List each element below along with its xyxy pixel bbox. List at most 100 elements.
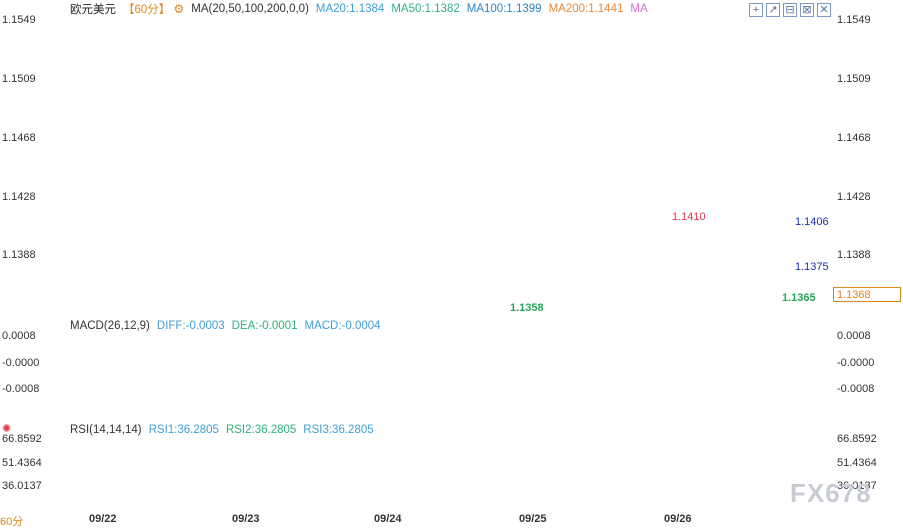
candle-body (369, 249, 375, 267)
candle-body (330, 214, 336, 221)
date-label: 09/25 (519, 513, 547, 525)
high-price-label: 1.1410 (672, 211, 706, 223)
current-price-box: 1.1368 (833, 287, 901, 302)
close-icon[interactable]: ✕ (817, 3, 831, 17)
candle-body (391, 254, 397, 261)
candle-body (544, 272, 550, 277)
trendline-icon[interactable]: ↗ (766, 3, 780, 17)
candle-body (643, 232, 649, 237)
ma50-line (73, 135, 776, 260)
price-ytick-left: 1.1549 (2, 14, 36, 26)
ma100-line (73, 103, 777, 236)
alert-bell-icon[interactable]: ✺ (2, 423, 12, 435)
candle-body (94, 149, 100, 152)
candle-body (689, 250, 695, 266)
date-label: 09/23 (232, 513, 260, 525)
candle-body (262, 168, 268, 177)
price-levels (68, 225, 832, 279)
candle-body (559, 271, 565, 278)
level-label-upper: 1.1406 (795, 216, 829, 228)
candle-body (521, 269, 527, 274)
price-ytick-right: 1.1388 (837, 249, 871, 261)
price-header: 欧元美元 【60分】 ⚙ MA(20,50,100,200,0,0) MA20:… (70, 1, 648, 17)
price-ytick-right: 1.1428 (837, 191, 871, 203)
settings-icon[interactable]: ⚙ (173, 2, 185, 16)
candle-body (453, 250, 459, 265)
price-ytick-left: 1.1428 (2, 191, 36, 203)
macd-ytick-left: -0.0000 (2, 357, 40, 369)
candle-body (605, 245, 611, 252)
candle-body (254, 176, 260, 184)
candle-body (71, 134, 77, 144)
candle-body (216, 158, 222, 166)
footer-period-selector[interactable]: 60分 (0, 516, 24, 528)
macd-ytick-right: -0.0000 (837, 357, 875, 369)
candle-body (628, 231, 634, 239)
macd-ytick-right: 0.0008 (837, 330, 871, 342)
ma20-line (73, 126, 776, 276)
price-ytick-left: 1.1388 (2, 249, 36, 261)
pane-border (67, 0, 833, 318)
macd-params-label: MACD(26,12,9) (70, 320, 150, 332)
macd-ytick-right: -0.0008 (837, 383, 875, 395)
candle-body (735, 256, 741, 259)
rsi-ytick-left: 36.0137 (2, 480, 42, 492)
rsi2-value: RSI2:36.2805 (225, 424, 297, 436)
rsi-ytick-right: 36.0137 (837, 480, 877, 492)
candle-body (598, 251, 603, 259)
candle-body (414, 258, 420, 262)
maximize-icon[interactable]: ⊠ (800, 3, 814, 17)
candle-body (742, 256, 748, 265)
macd-diff-value: DIFF:-0.0003 (156, 320, 225, 332)
candle-body (269, 168, 275, 178)
date-label: 09/24 (374, 513, 402, 525)
candle-body (384, 254, 390, 265)
macd-ytick-left: 0.0008 (2, 330, 36, 342)
candle-body (285, 171, 291, 174)
candle-body (308, 193, 314, 203)
candle-body (681, 243, 687, 251)
candle-body (727, 256, 733, 259)
candle-body (720, 253, 726, 256)
candle-body (620, 231, 626, 236)
candle-body (117, 153, 123, 157)
ma50-value: MA50:1.1382 (391, 3, 460, 15)
rsi-line (73, 446, 777, 503)
candle-body (361, 245, 367, 267)
ma100-value: MA100:1.1399 (466, 3, 542, 15)
macd-hist-value: MACD:-0.0004 (304, 320, 381, 332)
candle-body (300, 176, 306, 194)
chart-toolbar: + ↗ ⊟ ⊠ ✕ (749, 3, 831, 17)
moving-averages (73, 33, 777, 276)
candle-body (773, 272, 779, 278)
candle-body (170, 136, 176, 142)
candle-body (247, 183, 252, 191)
candle-body (430, 261, 436, 265)
macd-ytick-left: -0.0008 (2, 383, 40, 395)
candle-body (163, 141, 169, 159)
candle-body (666, 239, 672, 244)
crosshair-icon[interactable]: + (749, 3, 763, 17)
low-price-label: 1.1358 (510, 302, 544, 314)
macd-plot (73, 332, 777, 419)
rsi1-value: RSI1:36.2805 (148, 424, 219, 436)
candle-body (86, 146, 92, 150)
candle-body (124, 153, 130, 158)
candle-body (712, 253, 718, 263)
candle-body (407, 261, 413, 263)
candle-body (376, 249, 382, 265)
minimize-icon[interactable]: ⊟ (783, 3, 797, 17)
period-label: 【60分】 (123, 4, 171, 16)
rsi-ytick-right: 66.8592 (837, 433, 877, 445)
candle-body (750, 264, 756, 270)
candle-body (552, 276, 558, 278)
price-ytick-left: 1.1468 (2, 132, 36, 144)
date-label: 09/22 (89, 513, 117, 525)
candle-body (132, 154, 138, 158)
period-selector[interactable]: 【60分】 ⚙ (123, 1, 184, 17)
macd-diff-line (73, 345, 776, 419)
candle-body (445, 256, 451, 265)
ma-extra-value: MA (630, 3, 648, 15)
candle-body (498, 275, 504, 287)
